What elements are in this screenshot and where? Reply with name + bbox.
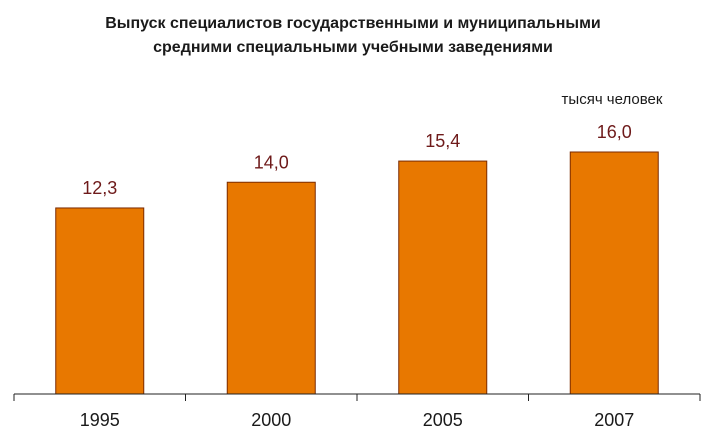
bar-1995 — [55, 207, 145, 395]
x-axis-ticks: 1995 2000 2005 2007 — [13, 394, 701, 430]
x-tick-label-2000: 2000 — [251, 410, 291, 430]
value-label-1995: 12,3 — [82, 178, 117, 198]
x-tick-label-2005: 2005 — [423, 410, 463, 430]
x-tick-label-2007: 2007 — [594, 410, 634, 430]
value-label-2007: 16,0 — [597, 122, 632, 142]
bar-2005 — [398, 160, 488, 395]
value-label-2005: 15,4 — [425, 131, 460, 151]
x-tick-label-1995: 1995 — [80, 410, 120, 430]
bar-2007 — [569, 151, 659, 395]
bar-2000 — [226, 181, 316, 395]
chart-subtitle: средними специальными учебными заведения… — [153, 39, 553, 56]
chart-title: Выпуск специалистов государственными и м… — [105, 15, 601, 32]
value-label-2000: 14,0 — [254, 152, 289, 172]
bars-group: 12,3 14,0 15,4 16,0 — [55, 122, 659, 395]
unit-label: тысяч человек — [562, 91, 663, 108]
